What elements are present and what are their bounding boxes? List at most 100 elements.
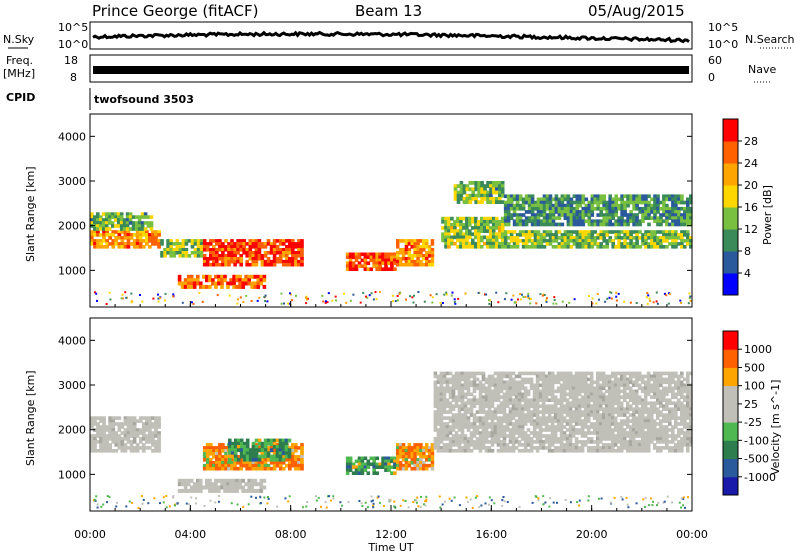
power-cell (218, 257, 222, 261)
velocity-cell (562, 371, 567, 376)
power-cell (104, 224, 109, 228)
velocity-cell (598, 386, 603, 391)
velocity-cell (284, 438, 289, 443)
power-cell (366, 267, 371, 271)
power-cell (689, 239, 693, 243)
power-cell (260, 245, 265, 249)
velocity-cell (553, 389, 558, 394)
velocity-cell (628, 425, 633, 429)
power-clutter-cell (152, 297, 155, 300)
velocity-cell (209, 461, 213, 465)
velocity-cell (218, 461, 222, 465)
power-cell (557, 200, 562, 205)
velocity-cell (559, 371, 564, 376)
power-cell (378, 258, 382, 263)
power-cell (202, 257, 207, 261)
power-cell (202, 284, 206, 289)
velocity-cell (526, 389, 531, 394)
power-cell (620, 200, 624, 205)
power-cell (551, 197, 556, 202)
power-cell (278, 259, 283, 264)
power-cell (581, 239, 586, 243)
velocity-cell (463, 392, 468, 397)
velocity-cell (511, 437, 516, 441)
velocity-cell (114, 443, 119, 447)
velocity-cell (668, 389, 672, 394)
velocity-cell (568, 428, 573, 432)
power-cell (614, 219, 618, 224)
velocity-cell (556, 407, 561, 411)
velocity-cell (416, 466, 420, 471)
power-cell (236, 251, 240, 255)
power-cell (596, 242, 600, 246)
velocity-cell (559, 416, 564, 420)
power-cell (390, 264, 394, 268)
power-cell (602, 222, 606, 227)
velocity-cell (481, 440, 486, 444)
velocity-cell (577, 398, 582, 402)
power-cell (506, 245, 511, 249)
velocity-cell (656, 428, 660, 432)
power-cell (665, 230, 669, 234)
power-cell (533, 200, 538, 205)
power-clutter-cell (370, 292, 373, 295)
power-cell (163, 251, 167, 255)
power-cell (602, 233, 606, 237)
velocity-cell (601, 374, 606, 379)
velocity-cell (652, 434, 657, 438)
velocity-cell (410, 461, 414, 465)
power-cell (126, 239, 131, 243)
power-cell (105, 242, 109, 246)
velocity-cell (613, 395, 618, 399)
power-cell (530, 197, 535, 202)
power-cell (575, 239, 580, 243)
power-clutter-cell (451, 291, 454, 294)
velocity-cell (145, 437, 149, 441)
power-cell (116, 221, 121, 225)
velocity-cell (535, 377, 540, 382)
power-clutter-cell (324, 300, 327, 303)
power-clutter-cell (524, 296, 527, 298)
velocity-cell (487, 413, 492, 417)
velocity-cell (674, 392, 678, 397)
velocity-cell (466, 437, 471, 441)
power-cell (259, 278, 264, 283)
power-cell (294, 259, 298, 264)
velocity-cell (278, 457, 283, 462)
power-cell (596, 219, 600, 224)
velocity-cell (478, 431, 483, 435)
power-cell (611, 230, 615, 234)
velocity-clutter-cell (552, 501, 555, 504)
velocity-cell (541, 419, 546, 423)
velocity-cell (662, 425, 666, 429)
power-cell (578, 200, 583, 205)
velocity-cell (680, 410, 684, 414)
power-cell (209, 248, 213, 252)
velocity-cell (454, 395, 459, 399)
velocity-cell (129, 425, 134, 429)
power-cell (480, 238, 484, 243)
power-cell (659, 213, 663, 217)
power-cell (141, 239, 146, 243)
power-cell (497, 232, 502, 237)
power-clutter-cell (93, 291, 96, 294)
power-cell (509, 203, 514, 208)
power-clutter-cell (606, 297, 609, 300)
velocity-cell (686, 431, 690, 435)
power-cell (357, 255, 362, 260)
velocity-cell (99, 440, 103, 444)
velocity-cell (484, 404, 489, 408)
power-cell (199, 242, 204, 246)
power-cell (453, 219, 457, 224)
velocity-cell (532, 434, 537, 438)
power-cell (444, 229, 448, 233)
power-cell (509, 200, 514, 205)
velocity-cell (619, 389, 624, 394)
velocity-cell (535, 422, 540, 426)
velocity-clutter-cell (370, 495, 373, 498)
velocity-cell (520, 371, 525, 376)
velocity-cell (589, 422, 594, 426)
nave-label: Nave (748, 63, 776, 76)
power-cell (120, 236, 125, 240)
velocity-cell (529, 383, 534, 388)
